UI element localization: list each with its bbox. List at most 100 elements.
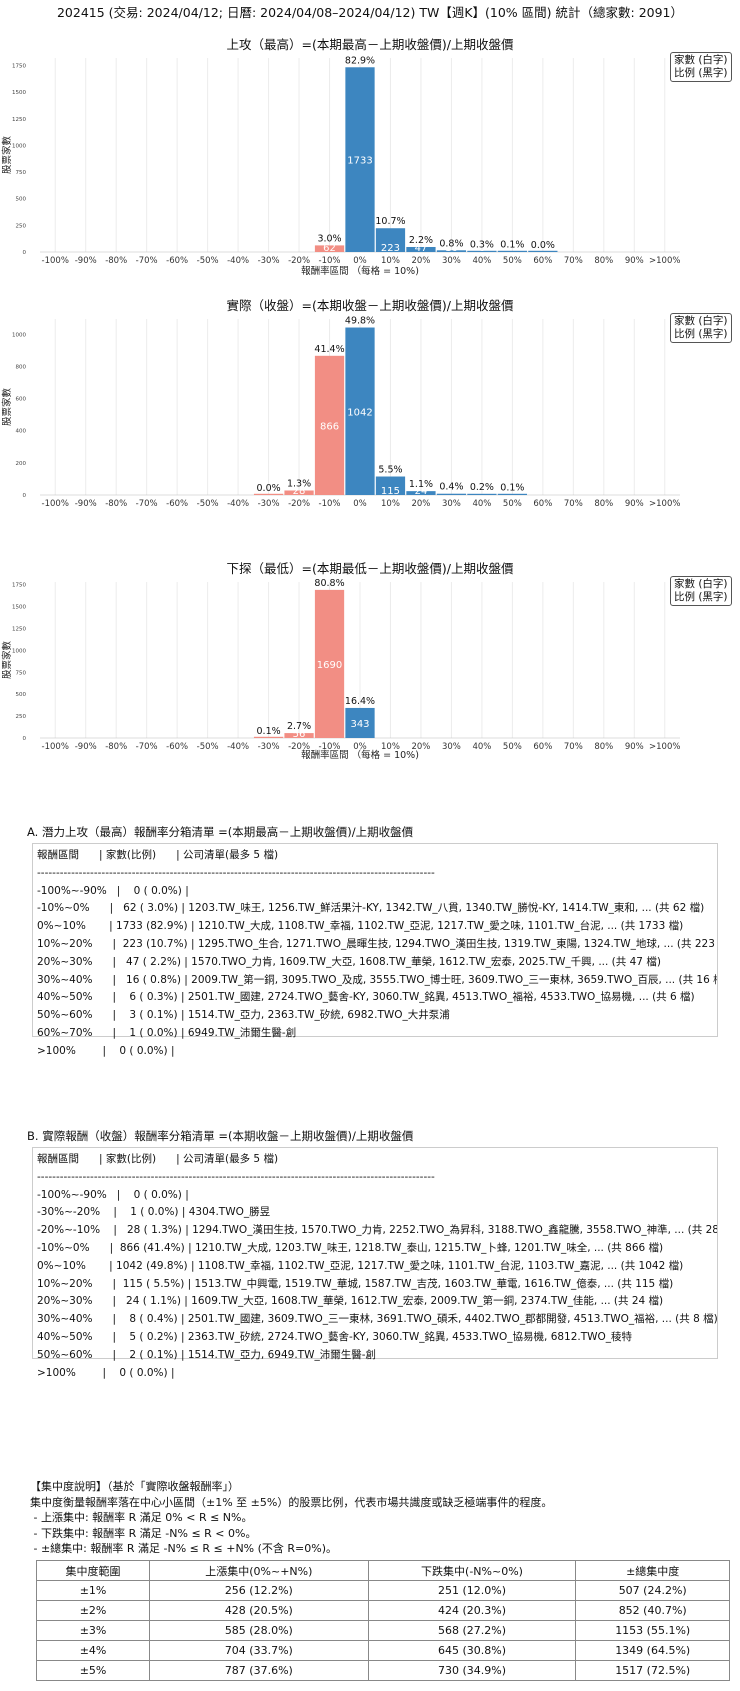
chart-title: 下探（最低）=(本期最低－上期收盤價)/上期收盤價 [227,561,514,576]
list-item: >100% | 0 ( 0.0%) | [37,1044,175,1057]
x-tick-label: 0% [353,256,367,266]
x-tick-label: 30% [442,499,461,509]
y-tick-label: 750 [16,170,27,176]
x-tick-label: 50% [503,256,522,266]
y-tick-label: 250 [16,223,27,229]
bar [497,250,528,252]
table-cell: 251 (12.0%) [367,1580,577,1601]
y-tick-label: 500 [16,692,27,698]
x-tick-label: 80% [594,499,613,509]
bar [253,493,284,495]
bar-pct-label: 0.2% [470,482,494,493]
table-row: ±3% 585 (28.0%) 568 (27.2%) 1153 (55.1%) [35,1620,730,1641]
legend-pct-label: 比例 (黑字) [674,591,728,603]
x-tick-label: 80% [594,256,613,266]
legend-count-label: 家數 (白字) [674,315,728,327]
list-item: 報酬區間 | 家數(比例) | 公司清單(最多 5 檔) [37,1153,279,1165]
chart-title: 實際（收盤）=(本期收盤－上期收盤價)/上期收盤價 [227,298,514,313]
bar-pct-label: 1.1% [409,479,433,490]
table-cell: ±1% [35,1580,151,1601]
bar-count-label: 28 [293,486,306,497]
x-tick-label: 30% [442,256,461,266]
x-tick-label: >100% [649,256,680,266]
list-item: ----------------------------------------… [37,866,435,879]
x-tick-label: -60% [166,499,188,509]
table-row: ±5% 787 (37.6%) 730 (34.9%) 1517 (72.5%) [35,1660,730,1681]
list-item: 50%~60% | 3 ( 0.1%) | 1514.TW_亞力, 2363.T… [37,1009,450,1022]
table-cell: ±4% [35,1640,151,1661]
legend-high: 家數 (白字) 比例 (黑字) [670,52,732,82]
x-tick-label: -70% [136,742,158,752]
y-tick-label: 1250 [12,117,26,123]
x-tick-label: -10% [319,742,341,752]
x-tick-label: -30% [258,742,280,752]
section-a-title: A. 潛力上攻（最高）報酬率分箱清單 =(本期最高－上期收盤價)/上期收盤價 [27,825,414,839]
x-tick-label: -30% [258,499,280,509]
x-tick-label: 10% [381,742,400,752]
y-tick-label: 500 [16,197,27,203]
table-row: ±1% 256 (12.2%) 251 (12.0%) 507 (24.2%) [35,1580,730,1601]
list-item: 20%~30% | 24 ( 1.1%) | 1609.TW_大亞, 1608.… [37,1295,664,1308]
x-tick-label: 50% [503,742,522,752]
bar-count-label: 1733 [347,156,372,167]
bar [314,355,345,495]
table-cell: 645 (30.8%) [367,1640,577,1661]
bar-pct-label: 82.9% [345,55,375,66]
bar [406,246,436,252]
note-line: 【集中度說明】（基於「實際收盤報酬率」） [30,1480,239,1493]
x-tick-label: 40% [472,499,491,509]
x-tick-label: 70% [564,742,583,752]
x-tick-label: 0% [353,499,367,509]
legend-pct-label: 比例 (黑字) [674,67,728,79]
concentration-notes: 【集中度說明】（基於「實際收盤報酬率」） 集中度衡量報酬率落在中心小區間（±1% … [30,1479,552,1557]
chart-low: 下探（最低）=(本期最低－上期收盤價)/上期收盤價 0 250 500 750 1000 1… [1,561,680,761]
x-tick-label: -10% [319,256,341,266]
chart-title: 上攻（最高）=(本期最高－上期收盤價)/上期收盤價 [227,37,514,52]
x-tick-label: -70% [136,499,158,509]
x-tick-label: >100% [649,499,680,509]
y-tick-label: 1000 [12,648,26,654]
list-item: 10%~20% | 223 (10.7%) | 1295.TWO_生合, 127… [37,937,717,950]
bar-pct-label: 2.7% [287,721,311,732]
list-item: -10%~0% | 866 (41.4%) | 1210.TW_大成, 1203… [37,1241,664,1254]
x-tick-label: -40% [227,499,249,509]
list-item: -30%~-20% | 1 ( 0.0%) | 4304.TWO_勝昱 [37,1206,271,1219]
list-item: >100% | 0 ( 0.0%) | [37,1366,175,1379]
table-header: 上漲集中(0%~+N%) [149,1560,369,1581]
x-tick-label: -90% [75,742,97,752]
x-tick-label: -80% [105,499,127,509]
list-item: ----------------------------------------… [37,1170,435,1183]
list-item: 報酬區間 | 家數(比例) | 公司清單(最多 5 檔) [37,849,279,861]
x-tick-label: 50% [503,499,522,509]
x-tick-label: 60% [533,742,552,752]
bar-pct-label: 0.1% [257,726,281,737]
x-tick-label: -90% [75,499,97,509]
bar-pct-label: 41.4% [314,344,344,355]
note-line: - 上漲集中: 報酬率 R 滿足 0% < R ≤ N%。 [30,1511,253,1525]
x-tick-label: 70% [564,256,583,266]
list-item: 30%~40% | 16 ( 0.8%) | 2009.TW_第一銅, 3095… [37,973,717,986]
x-tick-label: -90% [75,256,97,266]
y-tick-label: 750 [16,670,27,676]
x-axis-label: 報酬率區間 （每格 = 10%) [301,749,419,761]
table-header: ±總集中度 [575,1560,730,1581]
note-line: 集中度衡量報酬率落在中心小區間（±1% 至 ±5%）的股票比例，代表市場共識度或… [30,1495,553,1509]
y-tick-label: 0 [23,736,27,742]
y-tick-label: 1500 [12,90,26,96]
list-item: 0%~10% | 1733 (82.9%) | 1210.TW_大成, 1108… [37,920,684,933]
list-item: 40%~50% | 6 ( 0.3%) | 2501.TW_國建, 2724.T… [37,991,695,1004]
bar [467,250,497,252]
bar-pct-label: 5.5% [378,465,402,476]
bar-pct-label: 0.3% [470,239,494,250]
note-line: - 下跌集中: 報酬率 R 滿足 -N% ≤ R < 0%。 [30,1526,257,1540]
x-tick-label: 10% [381,256,400,266]
bar-count-label: 62 [323,243,336,254]
legend-count-label: 家數 (白字) [674,54,728,66]
legend-pct-label: 比例 (黑字) [674,328,728,340]
list-item: 20%~30% | 47 ( 2.2%) | 1570.TWO_力肯, 1609… [37,955,661,968]
table-cell: ±2% [35,1600,151,1621]
x-tick-label: 0% [353,742,367,752]
bar-pct-label: 0.1% [500,483,524,494]
table-header: 集中度範圍 [35,1560,151,1581]
list-item: -100%~-90% | 0 ( 0.0%) | [37,884,189,897]
